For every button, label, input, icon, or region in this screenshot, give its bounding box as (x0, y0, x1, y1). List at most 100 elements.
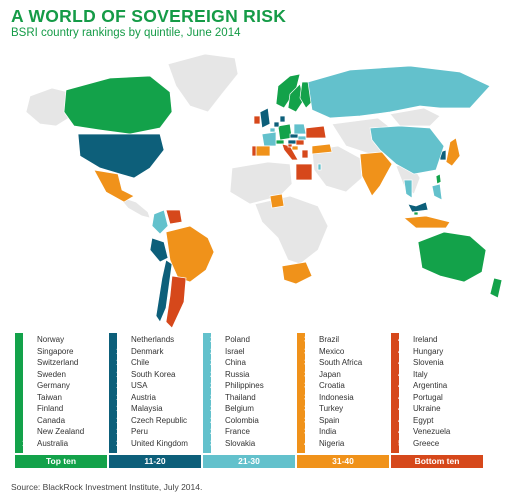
mongolia (389, 107, 441, 127)
legend-row: 5 Germany (26, 381, 70, 390)
country-thailand (403, 179, 413, 199)
legend-band-label: 21-30 (203, 455, 295, 468)
country-hungary (295, 139, 305, 146)
legend-row: 23 China (210, 358, 246, 367)
legend-row: 48 Egypt (398, 415, 434, 425)
country-france (261, 131, 277, 147)
legend-row: 4 Sweden (26, 369, 66, 379)
legend-row: 40 Nigeria (304, 438, 345, 448)
legend-row: 15 USA (116, 381, 148, 390)
legend-row: 37 Turkey (304, 404, 344, 413)
country-portugal (251, 145, 257, 157)
legend-row: 9 New Zealand (26, 427, 85, 436)
legend-row: 21 Poland (210, 335, 250, 344)
country-egypt (295, 163, 313, 181)
country-usa (77, 133, 165, 179)
legend-accent (297, 333, 305, 453)
legend-row: 38 Spain (304, 415, 340, 425)
legend-row: 36 Indonesia (304, 392, 354, 402)
legend-row: 30 Slovakia (210, 438, 256, 448)
legend-band-label: 11-20 (109, 455, 201, 468)
legend-row: 43 Slovenia (398, 358, 444, 367)
legend-row: 25 Philippines (210, 381, 264, 390)
alaska (25, 87, 73, 127)
legend-accent (15, 333, 23, 453)
legend-row: 29 France (210, 427, 250, 436)
country-belgium (269, 127, 276, 133)
legend-row: 10 Australia (22, 438, 69, 448)
country-austria (287, 139, 297, 145)
legend-21-30: 21 Poland 22 Israel 23 China 24 Russia 25 Phi… (203, 333, 295, 468)
country-czech-republic (289, 133, 299, 139)
country-peru (149, 237, 169, 263)
africa-central (254, 195, 329, 265)
legend-row: 28 Colombia (210, 415, 259, 425)
legend-row: 26 Thailand (210, 392, 256, 402)
country-turkey (311, 143, 333, 155)
legend-band-label: Top ten (15, 455, 107, 468)
country-venezuela (165, 209, 183, 225)
legend-row: 45 Argentina (398, 381, 448, 390)
legend-row: 19 Peru (116, 427, 148, 436)
legend-row: 2 Singapore (26, 346, 74, 356)
legend-row: 11 Netherlands (116, 335, 175, 344)
country-nigeria (269, 193, 285, 209)
country-japan (445, 137, 461, 167)
legend-row: 12 Denmark (116, 346, 164, 356)
legend-accent (109, 333, 117, 453)
legend-row: 14 South Korea (116, 369, 176, 379)
country-china (369, 125, 445, 175)
country-netherlands (273, 121, 280, 128)
legend-row: 42 Hungary (398, 346, 444, 356)
legend-row: 8 Canada (26, 415, 66, 425)
country-slovakia (297, 135, 307, 141)
legend-row: 16 Austria (116, 392, 156, 402)
legend-11-20: 11 Netherlands 12 Denmark 13 Chile 14 South … (109, 333, 201, 468)
legend-row: 22 Israel (210, 346, 245, 356)
legend-row: 49 Venezuela (398, 427, 451, 436)
world-map (25, 53, 503, 329)
country-argentina (165, 275, 187, 329)
country-slovenia (287, 143, 293, 148)
legend-row: 3 Switzerland (26, 358, 79, 367)
country-philippines (431, 183, 443, 201)
country-canada (63, 75, 173, 135)
legend-row: 44 Italy (398, 369, 428, 379)
country-indonesia (403, 215, 451, 229)
page-subtitle: BSRI country rankings by quintile, June … (11, 27, 241, 39)
legend-row: 24 Russia (210, 369, 250, 379)
legend-row: 18 Czech Republic (116, 415, 188, 425)
page-title: A WORLD OF SOVEREIGN RISK (11, 6, 287, 26)
legend-accent (203, 333, 211, 453)
country-ukraine (305, 125, 327, 139)
legend-accent (391, 333, 399, 453)
country-ireland (253, 115, 261, 125)
legend-row: 20 United Kingdom (116, 438, 188, 448)
legend-row: 46 Portugal (398, 392, 443, 402)
country-denmark (279, 115, 286, 123)
country-new-zealand (489, 277, 503, 299)
country-poland (293, 123, 307, 135)
legend-row: 47 Ukraine (398, 404, 441, 413)
country-switzerland (275, 139, 285, 145)
legend-row: 13 Chile (116, 358, 150, 367)
legend-row: 35 Croatia (304, 381, 345, 390)
greenland (167, 53, 239, 113)
legend-row: 41 Ireland (398, 335, 438, 344)
unranked-land (25, 53, 441, 267)
legend-row: 50 Greece (398, 438, 440, 448)
legend-bottom-ten: 41 Ireland 42 Hungary 43 Slovenia 44 Italy 4… (391, 333, 483, 468)
country-united-kingdom (259, 107, 271, 129)
country-brazil (165, 225, 215, 283)
country-colombia (151, 209, 169, 235)
country-croatia (291, 145, 299, 151)
africa-north (229, 161, 293, 205)
country-israel (317, 163, 322, 171)
country-australia (417, 231, 487, 283)
legend-row: 34 Japan (304, 369, 341, 379)
country-sweden (287, 83, 305, 113)
country-south-africa (281, 261, 313, 285)
source-note: Source: BlackRock Investment Institute, … (11, 482, 203, 492)
legend-row: 7 Finland (26, 404, 64, 413)
legend-row: 39 India (304, 427, 337, 436)
